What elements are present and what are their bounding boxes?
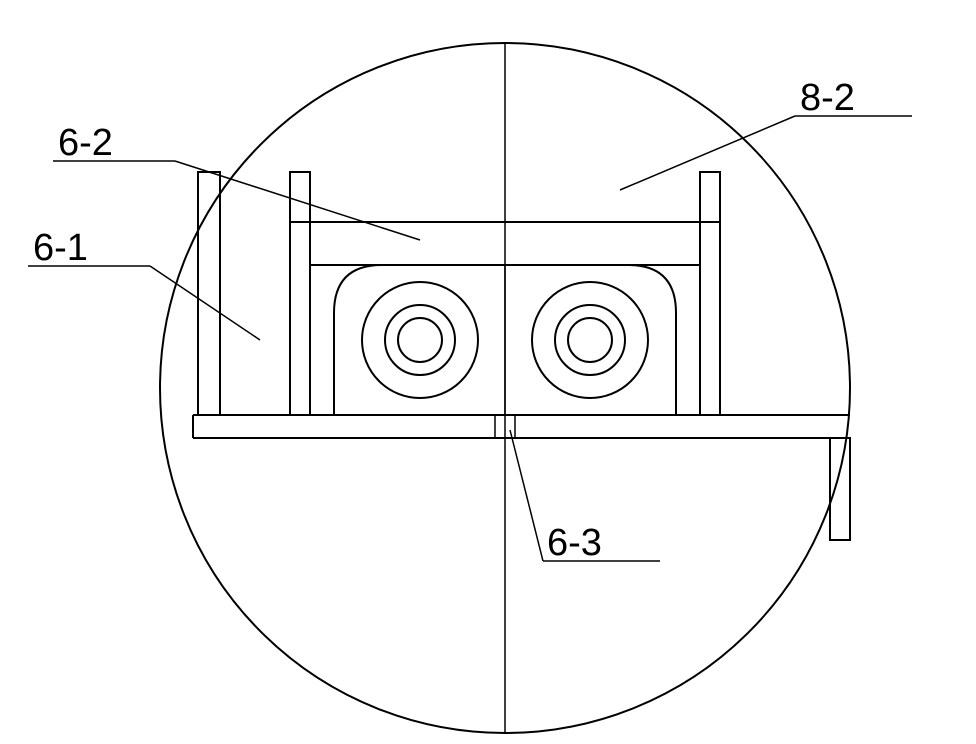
label-l_6_1: 6-1 [33, 227, 88, 269]
label-l_8_2: 8-2 [800, 77, 855, 119]
upright-post-left [290, 172, 310, 222]
upright-post-right [700, 172, 720, 222]
label-l_6_3-leader [510, 430, 543, 561]
wheel-right-outer [532, 282, 648, 398]
label-l_6_2: 6-2 [58, 122, 113, 164]
wheel-right-mid [555, 305, 625, 375]
wheel-left-outer [362, 282, 478, 398]
label-l_8_2-leader [620, 116, 795, 190]
wheel-left-mid [385, 305, 455, 375]
label-l_6_1-leader [150, 266, 260, 340]
right-post [830, 438, 850, 540]
left-bracket [198, 172, 220, 415]
wheel-left-inner [398, 318, 442, 362]
label-l_6_3: 6-3 [547, 522, 602, 564]
wheel-right-inner [568, 318, 612, 362]
technical-drawing: 6-2 6-1 8-2 6-3 [0, 0, 976, 744]
